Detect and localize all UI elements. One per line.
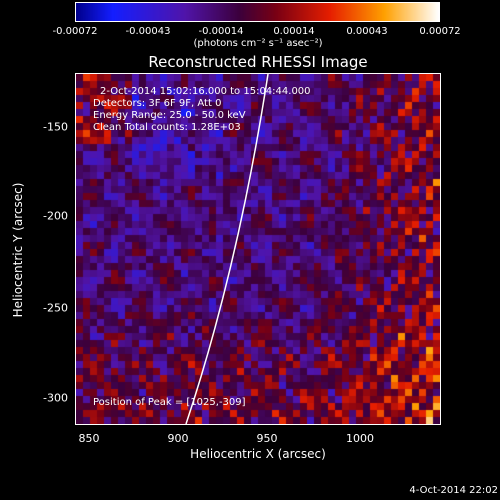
y-tick-label: -300 — [43, 391, 68, 405]
solar-limb-overlay — [185, 74, 269, 424]
peak-position-text: Position of Peak = [1025,-309] — [93, 397, 246, 408]
y-tick-label: -150 — [43, 120, 68, 134]
solar-limb-line — [185, 74, 269, 424]
image-title: Reconstructed RHESSI Image — [148, 53, 368, 71]
y-tick-label: -250 — [43, 301, 68, 315]
x-tick-label: 950 — [256, 432, 278, 445]
colorbar-tick-label: 0.00072 — [419, 26, 461, 37]
colorbar-tick-label: 0.00014 — [273, 26, 315, 37]
colorbar-tick-label: -0.00043 — [125, 26, 171, 37]
image-plot-area — [75, 73, 441, 425]
x-axis-label: Heliocentric X (arcsec) — [190, 447, 326, 461]
clean-counts-text: Clean Total counts: 1.28E+03 — [93, 122, 241, 133]
colorbar — [75, 2, 440, 22]
timestamp: 4-Oct-2014 22:02 — [409, 485, 498, 496]
x-tick-label: 850 — [78, 432, 100, 445]
detectors-text: Detectors: 3F 6F 9F, Att 0 — [93, 98, 222, 109]
time-range-text: 2-Oct-2014 15:02:16.000 to 15:04:44.000 — [100, 86, 311, 97]
colorbar-tick-label: 0.00043 — [346, 26, 388, 37]
x-tick-label: 1000 — [346, 432, 374, 445]
y-tick-label: -200 — [43, 209, 68, 223]
x-tick-label: 900 — [167, 432, 189, 445]
colorbar-tick-label: -0.00072 — [52, 26, 98, 37]
y-axis-label: Heliocentric Y (arcsec) — [11, 182, 25, 318]
energy-range-text: Energy Range: 25.0 - 50.0 keV — [93, 110, 246, 121]
colorbar-tick-label: -0.00014 — [198, 26, 244, 37]
colorbar-unit-label: (photons cm⁻² s⁻¹ asec⁻²) — [193, 38, 323, 49]
